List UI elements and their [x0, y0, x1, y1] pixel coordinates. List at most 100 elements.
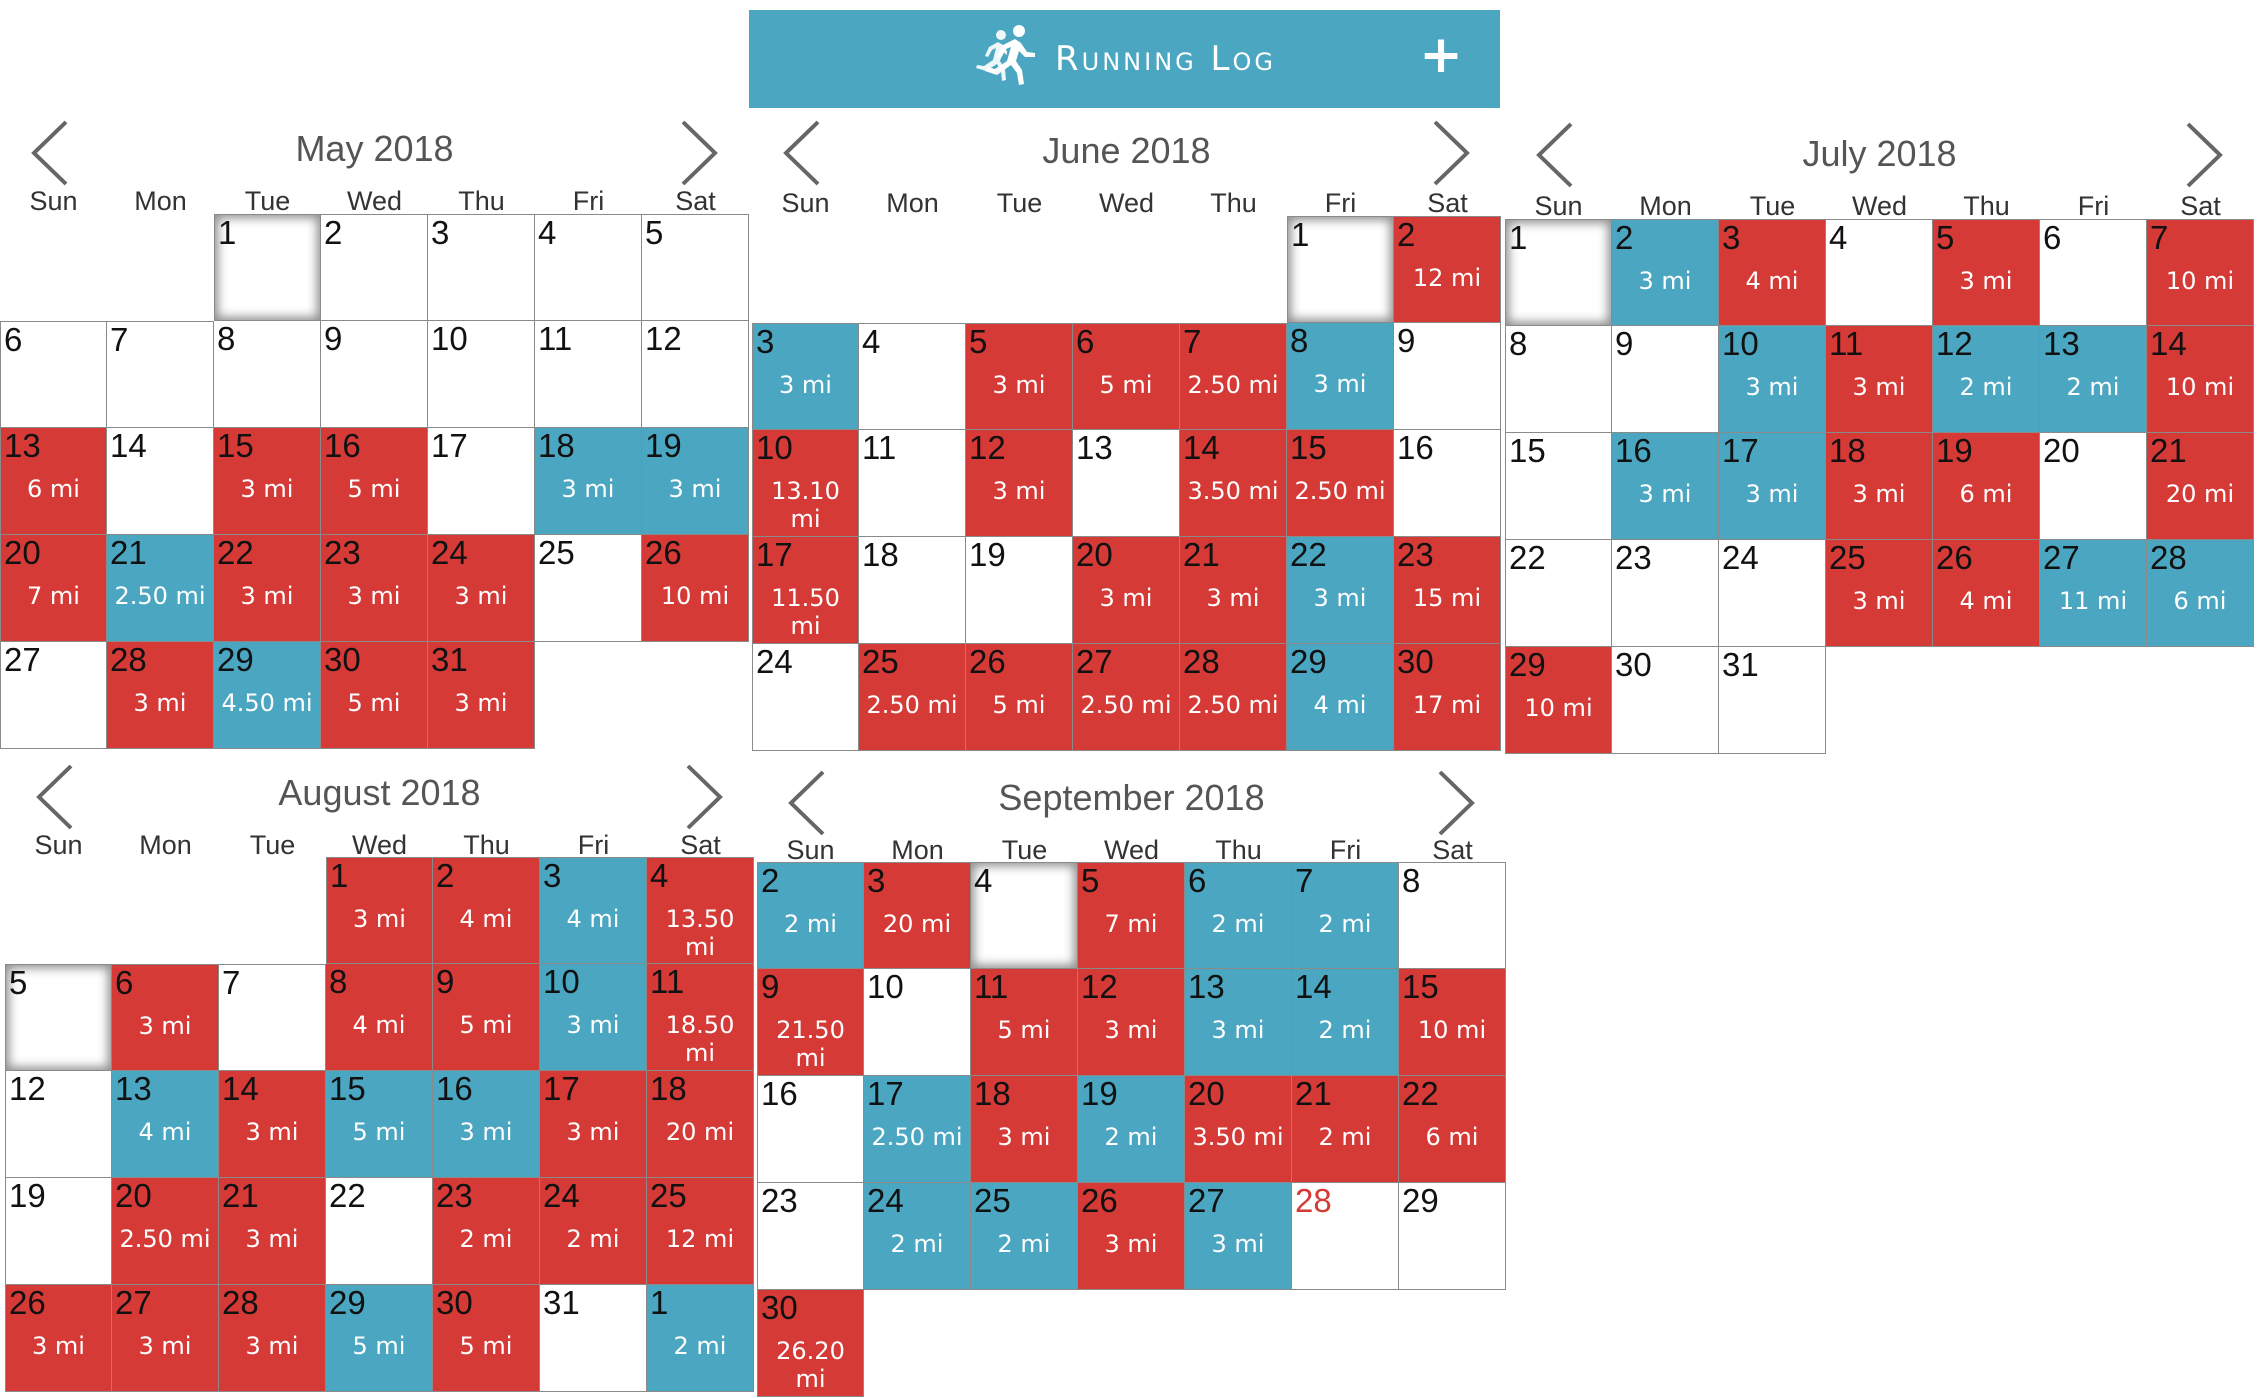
day-cell[interactable]: 13 2 mi [2040, 325, 2147, 433]
day-cell[interactable]: 30 [1612, 646, 1719, 754]
day-cell[interactable]: 16 5 mi [321, 427, 428, 535]
day-cell[interactable]: 3 [428, 214, 535, 321]
day-cell[interactable]: 1 [214, 214, 321, 321]
day-cell[interactable]: 25 [535, 534, 642, 642]
day-cell[interactable]: 6 [2040, 219, 2147, 326]
day-cell[interactable]: 5 [642, 214, 749, 321]
day-cell[interactable]: 17 2.50 mi [864, 1075, 971, 1183]
day-cell[interactable]: 18 3 mi [1826, 432, 1933, 540]
day-cell[interactable]: 4 [859, 323, 966, 430]
day-cell[interactable]: 26 4 mi [1933, 539, 2040, 647]
prev-month-chevron-left-icon[interactable] [783, 768, 833, 838]
day-cell[interactable]: 21 3 mi [1180, 536, 1287, 644]
day-cell[interactable]: 16 [757, 1075, 864, 1183]
day-cell[interactable]: 14 3 mi [219, 1070, 326, 1178]
day-cell[interactable]: 22 3 mi [1287, 536, 1394, 644]
day-cell[interactable]: 19 [966, 536, 1073, 644]
day-cell[interactable]: 29 5 mi [326, 1284, 433, 1392]
day-cell[interactable]: 24 2 mi [864, 1182, 971, 1290]
day-cell[interactable]: 9 [1612, 325, 1719, 433]
day-cell[interactable]: 24 [752, 643, 859, 751]
day-cell[interactable]: 30 5 mi [433, 1284, 540, 1392]
prev-month-chevron-left-icon[interactable] [1531, 120, 1581, 190]
day-cell[interactable]: 7 [219, 964, 326, 1071]
day-cell[interactable]: 23 15 mi [1394, 536, 1501, 644]
day-cell[interactable]: 26 5 mi [966, 643, 1073, 751]
next-month-chevron-right-icon[interactable] [1430, 768, 1480, 838]
day-cell[interactable]: 19 [5, 1177, 112, 1285]
day-cell[interactable]: 20 3.50 mi [1185, 1075, 1292, 1183]
day-cell[interactable]: 7 2.50 mi [1180, 323, 1287, 430]
day-cell[interactable]: 30 5 mi [321, 641, 428, 749]
day-cell[interactable]: 29 [1399, 1182, 1506, 1290]
day-cell[interactable]: 31 [540, 1284, 647, 1392]
day-cell[interactable]: 11 3 mi [1826, 325, 1933, 433]
day-cell[interactable]: 10 [864, 968, 971, 1076]
day-cell[interactable]: 10 3 mi [540, 963, 647, 1071]
day-cell[interactable]: 28 3 mi [107, 641, 214, 749]
day-cell[interactable]: 24 [1719, 539, 1826, 647]
day-cell[interactable]: 27 3 mi [1185, 1182, 1292, 1290]
day-cell[interactable]: 13 3 mi [1185, 968, 1292, 1076]
day-cell[interactable]: 21 20 mi [2147, 432, 2254, 540]
day-cell[interactable]: 10 [428, 320, 535, 428]
day-cell[interactable]: 16 3 mi [433, 1070, 540, 1178]
day-cell[interactable]: 4 [1826, 219, 1933, 326]
day-cell[interactable]: 18 20 mi [647, 1070, 754, 1178]
day-cell[interactable]: 13 [1073, 429, 1180, 537]
day-cell[interactable]: 9 21.50 mi [757, 968, 864, 1076]
day-cell[interactable]: 25 2 mi [971, 1182, 1078, 1290]
day-cell[interactable]: 11 5 mi [971, 968, 1078, 1076]
day-cell[interactable]: 28 3 mi [219, 1284, 326, 1392]
day-cell[interactable]: 2 [321, 214, 428, 321]
day-cell[interactable]: 21 2 mi [1292, 1075, 1399, 1183]
day-cell[interactable]: 10 3 mi [1719, 325, 1826, 433]
day-cell[interactable]: 27 11 mi [2040, 539, 2147, 647]
day-cell[interactable]: 8 [1505, 325, 1612, 433]
day-cell[interactable]: 20 [2040, 432, 2147, 540]
day-cell[interactable]: 20 7 mi [0, 534, 107, 642]
day-cell[interactable]: 24 2 mi [540, 1177, 647, 1285]
day-cell[interactable]: 7 [107, 321, 214, 428]
day-cell[interactable]: 17 [428, 427, 535, 535]
day-cell[interactable]: 15 10 mi [1399, 968, 1506, 1076]
day-cell[interactable]: 8 [1399, 862, 1506, 969]
day-cell[interactable]: 14 2 mi [1292, 968, 1399, 1076]
day-cell[interactable]: 14 [107, 427, 214, 535]
prev-month-chevron-left-icon[interactable] [778, 118, 828, 188]
day-cell[interactable]: 23 2 mi [433, 1177, 540, 1285]
day-cell[interactable]: 20 2.50 mi [112, 1177, 219, 1285]
day-cell[interactable]: 14 10 mi [2147, 325, 2254, 433]
day-cell[interactable]: 13 6 mi [0, 427, 107, 535]
day-cell[interactable]: 26 3 mi [1078, 1182, 1185, 1290]
day-cell[interactable]: 1 [1505, 219, 1612, 326]
day-cell[interactable]: 24 3 mi [428, 534, 535, 642]
prev-month-chevron-left-icon[interactable] [31, 762, 81, 832]
day-cell[interactable]: 9 [321, 320, 428, 428]
day-cell[interactable]: 23 3 mi [321, 534, 428, 642]
day-cell[interactable]: 19 2 mi [1078, 1075, 1185, 1183]
day-cell[interactable]: 23 [757, 1182, 864, 1290]
day-cell[interactable]: 22 [326, 1177, 433, 1285]
day-cell[interactable]: 30 17 mi [1394, 643, 1501, 751]
day-cell[interactable]: 28 2.50 mi [1180, 643, 1287, 751]
day-cell[interactable]: 3 20 mi [864, 862, 971, 969]
day-cell[interactable]: 31 [1719, 646, 1826, 754]
day-cell[interactable]: 4 13.50 mi [647, 857, 754, 964]
add-run-button[interactable]: + [1419, 25, 1463, 85]
next-month-chevron-right-icon[interactable] [1425, 118, 1475, 188]
